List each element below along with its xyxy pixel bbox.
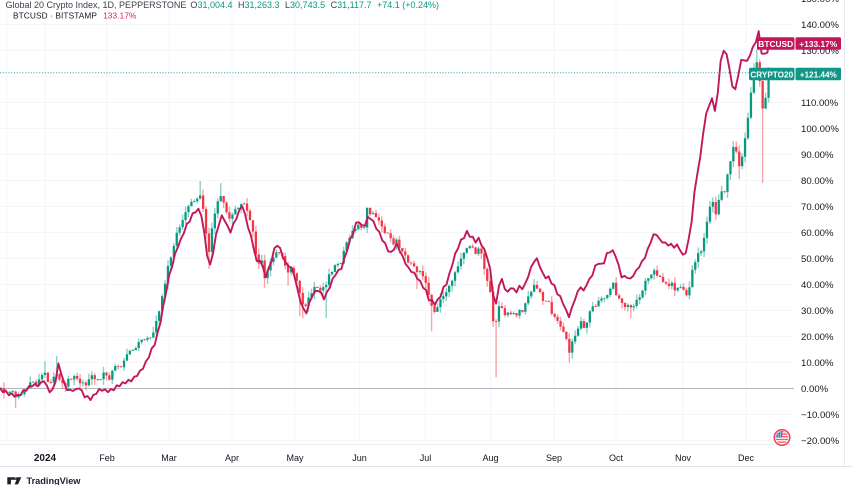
svg-text:BTCUSD: BTCUSD <box>758 39 793 49</box>
svg-text:Jun: Jun <box>352 453 367 463</box>
svg-text:Sep: Sep <box>546 453 562 463</box>
svg-text:Nov: Nov <box>675 453 692 463</box>
svg-text:100.00%: 100.00% <box>801 124 839 135</box>
svg-text:60.00%: 60.00% <box>801 228 834 239</box>
svg-text:Jul: Jul <box>420 453 432 463</box>
svg-text:May: May <box>286 453 304 463</box>
svg-text:Global 20 Crypto Index, 1D, PE: Global 20 Crypto Index, 1D, PEPPERSTONE O… <box>6 0 440 10</box>
svg-text:Mar: Mar <box>161 453 177 463</box>
svg-text:150.00%: 150.00% <box>801 0 839 5</box>
svg-text:+121.44%: +121.44% <box>800 70 838 79</box>
svg-text:−10.00%: −10.00% <box>801 410 840 421</box>
svg-text:TradingView: TradingView <box>27 476 82 485</box>
svg-text:0.00%: 0.00% <box>801 384 829 395</box>
svg-text:40.00%: 40.00% <box>801 280 834 291</box>
svg-text:10.00%: 10.00% <box>801 358 834 369</box>
svg-text:50.00%: 50.00% <box>801 254 834 265</box>
svg-text:70.00%: 70.00% <box>801 202 834 213</box>
svg-text:2024: 2024 <box>34 453 57 464</box>
svg-text:20.00%: 20.00% <box>801 332 834 343</box>
svg-text:80.00%: 80.00% <box>801 176 834 187</box>
svg-text:140.00%: 140.00% <box>801 20 839 31</box>
svg-text:CRYPTO20: CRYPTO20 <box>750 70 793 79</box>
svg-text:+133.17%: +133.17% <box>799 39 838 49</box>
svg-text:Feb: Feb <box>99 453 115 463</box>
svg-text:90.00%: 90.00% <box>801 150 834 161</box>
svg-text:110.00%: 110.00% <box>801 98 839 109</box>
svg-text:Oct: Oct <box>609 453 624 463</box>
svg-text:Dec: Dec <box>738 453 755 463</box>
svg-text:Apr: Apr <box>225 453 239 463</box>
svg-text:130.00%: 130.00% <box>801 46 839 57</box>
svg-text:30.00%: 30.00% <box>801 306 834 317</box>
svg-text:−20.00%: −20.00% <box>801 436 840 447</box>
svg-text:Aug: Aug <box>482 453 498 463</box>
